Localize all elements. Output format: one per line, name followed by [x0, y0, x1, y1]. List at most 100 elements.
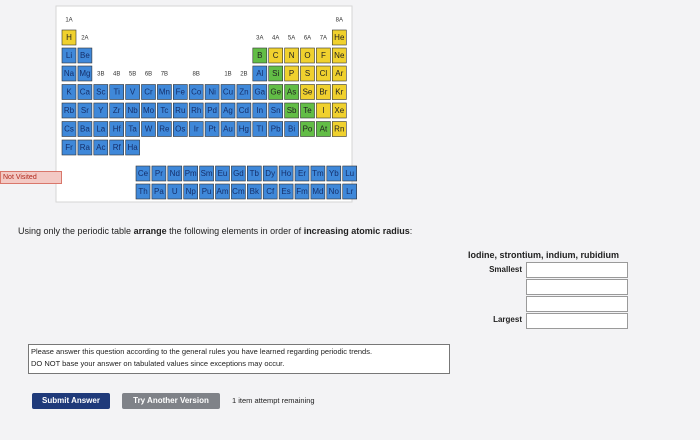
element-cell	[188, 102, 204, 119]
element-symbol: Yb	[329, 169, 339, 178]
answer-box[interactable]	[526, 313, 628, 329]
status-tag: Not Visited	[0, 171, 62, 184]
note-line: DO NOT base your answer on tabulated val…	[31, 359, 285, 368]
element-cell	[183, 165, 198, 182]
element-symbol: Pb	[271, 125, 281, 134]
element-cell	[284, 121, 299, 137]
element-cell	[61, 65, 77, 82]
element-symbol: Ru	[175, 106, 185, 115]
element-cell	[93, 121, 109, 137]
element-symbol: Sb	[287, 106, 297, 115]
element-cell	[252, 121, 268, 137]
element-cell	[109, 84, 124, 100]
element-cell	[77, 121, 93, 137]
element-cell	[61, 29, 77, 46]
element-cell	[310, 183, 326, 200]
element-symbol: Cl	[320, 69, 328, 78]
element-cell	[326, 183, 342, 200]
group-label: 8B	[193, 72, 200, 78]
group-label: 3B	[97, 72, 104, 78]
element-symbol: F	[321, 51, 326, 60]
element-symbol: As	[287, 88, 296, 97]
element-cell	[167, 183, 183, 200]
group-label: 7B	[161, 72, 168, 78]
element-symbol: Zr	[113, 106, 121, 115]
element-cell	[331, 65, 347, 82]
element-symbol: Fe	[176, 88, 186, 97]
element-cell	[268, 47, 284, 64]
element-symbol: Li	[66, 51, 72, 60]
element-symbol: Na	[64, 69, 75, 78]
element-cell	[77, 47, 93, 64]
element-symbol: Ca	[80, 88, 91, 97]
element-cell	[215, 183, 230, 200]
group-label: 5B	[129, 72, 136, 78]
element-cell	[220, 102, 236, 119]
largest-label: Largest	[493, 315, 522, 324]
element-symbol: Md	[312, 187, 323, 196]
element-symbol: Si	[272, 69, 279, 78]
element-cell	[61, 47, 77, 64]
element-cell	[331, 47, 347, 64]
element-cell	[220, 121, 236, 137]
element-cell	[331, 29, 347, 46]
element-cell	[167, 165, 183, 182]
smallest-label: Smallest	[489, 265, 522, 274]
group-label: 3A	[256, 36, 263, 42]
element-symbol: Sr	[81, 106, 89, 115]
element-symbol: In	[256, 106, 263, 115]
text: :	[409, 226, 413, 236]
element-symbol: Cr	[144, 88, 153, 97]
element-symbol: Ne	[334, 51, 345, 60]
element-symbol: Cu	[223, 88, 233, 97]
element-symbol: Nb	[127, 106, 138, 115]
element-cell	[188, 84, 204, 100]
element-cell	[294, 165, 310, 182]
element-symbol: Am	[217, 187, 229, 196]
answer-box[interactable]	[526, 262, 628, 278]
try-another-button[interactable]: Try Another Version	[122, 393, 220, 409]
element-symbol: Lr	[346, 187, 353, 196]
element-cell	[300, 121, 315, 137]
element-cell	[183, 183, 198, 200]
element-cell	[93, 139, 109, 156]
answer-box[interactable]	[526, 296, 628, 312]
element-symbol: Tb	[250, 169, 260, 178]
text: Using only the periodic table	[18, 226, 134, 236]
element-symbol: Rh	[191, 106, 201, 115]
element-symbol: Be	[80, 51, 90, 60]
element-cell	[93, 102, 109, 119]
element-cell	[61, 84, 77, 100]
element-symbol: Bi	[288, 125, 295, 134]
group-label: 5A	[288, 36, 295, 42]
answer-box[interactable]	[526, 279, 628, 295]
element-cell	[252, 102, 268, 119]
element-symbol: Ag	[223, 106, 233, 115]
element-symbol: Al	[256, 69, 263, 78]
element-symbol: Pd	[207, 106, 217, 115]
element-symbol: Ge	[270, 88, 281, 97]
element-cell	[125, 84, 140, 100]
element-cell	[157, 84, 172, 100]
element-cell	[231, 183, 246, 200]
element-cell	[151, 183, 167, 200]
element-cell	[199, 165, 214, 182]
group-label: 4A	[272, 36, 279, 42]
element-symbol: Rb	[64, 106, 75, 115]
element-cell	[135, 165, 151, 182]
element-cell	[252, 47, 268, 64]
element-cell	[294, 183, 310, 200]
submit-button[interactable]: Submit Answer	[32, 393, 110, 409]
element-symbol: Bk	[250, 187, 260, 196]
element-symbol: Mg	[79, 69, 90, 78]
element-symbol: Y	[98, 106, 104, 115]
element-cell	[278, 183, 294, 200]
group-label: 2A	[81, 36, 88, 42]
element-cell	[284, 65, 299, 82]
element-symbol: No	[329, 187, 340, 196]
element-symbol: Sn	[271, 106, 281, 115]
element-symbol: P	[289, 69, 294, 78]
element-symbol: Fr	[65, 143, 73, 152]
element-symbol: K	[66, 88, 72, 97]
element-symbol: Mo	[143, 106, 155, 115]
